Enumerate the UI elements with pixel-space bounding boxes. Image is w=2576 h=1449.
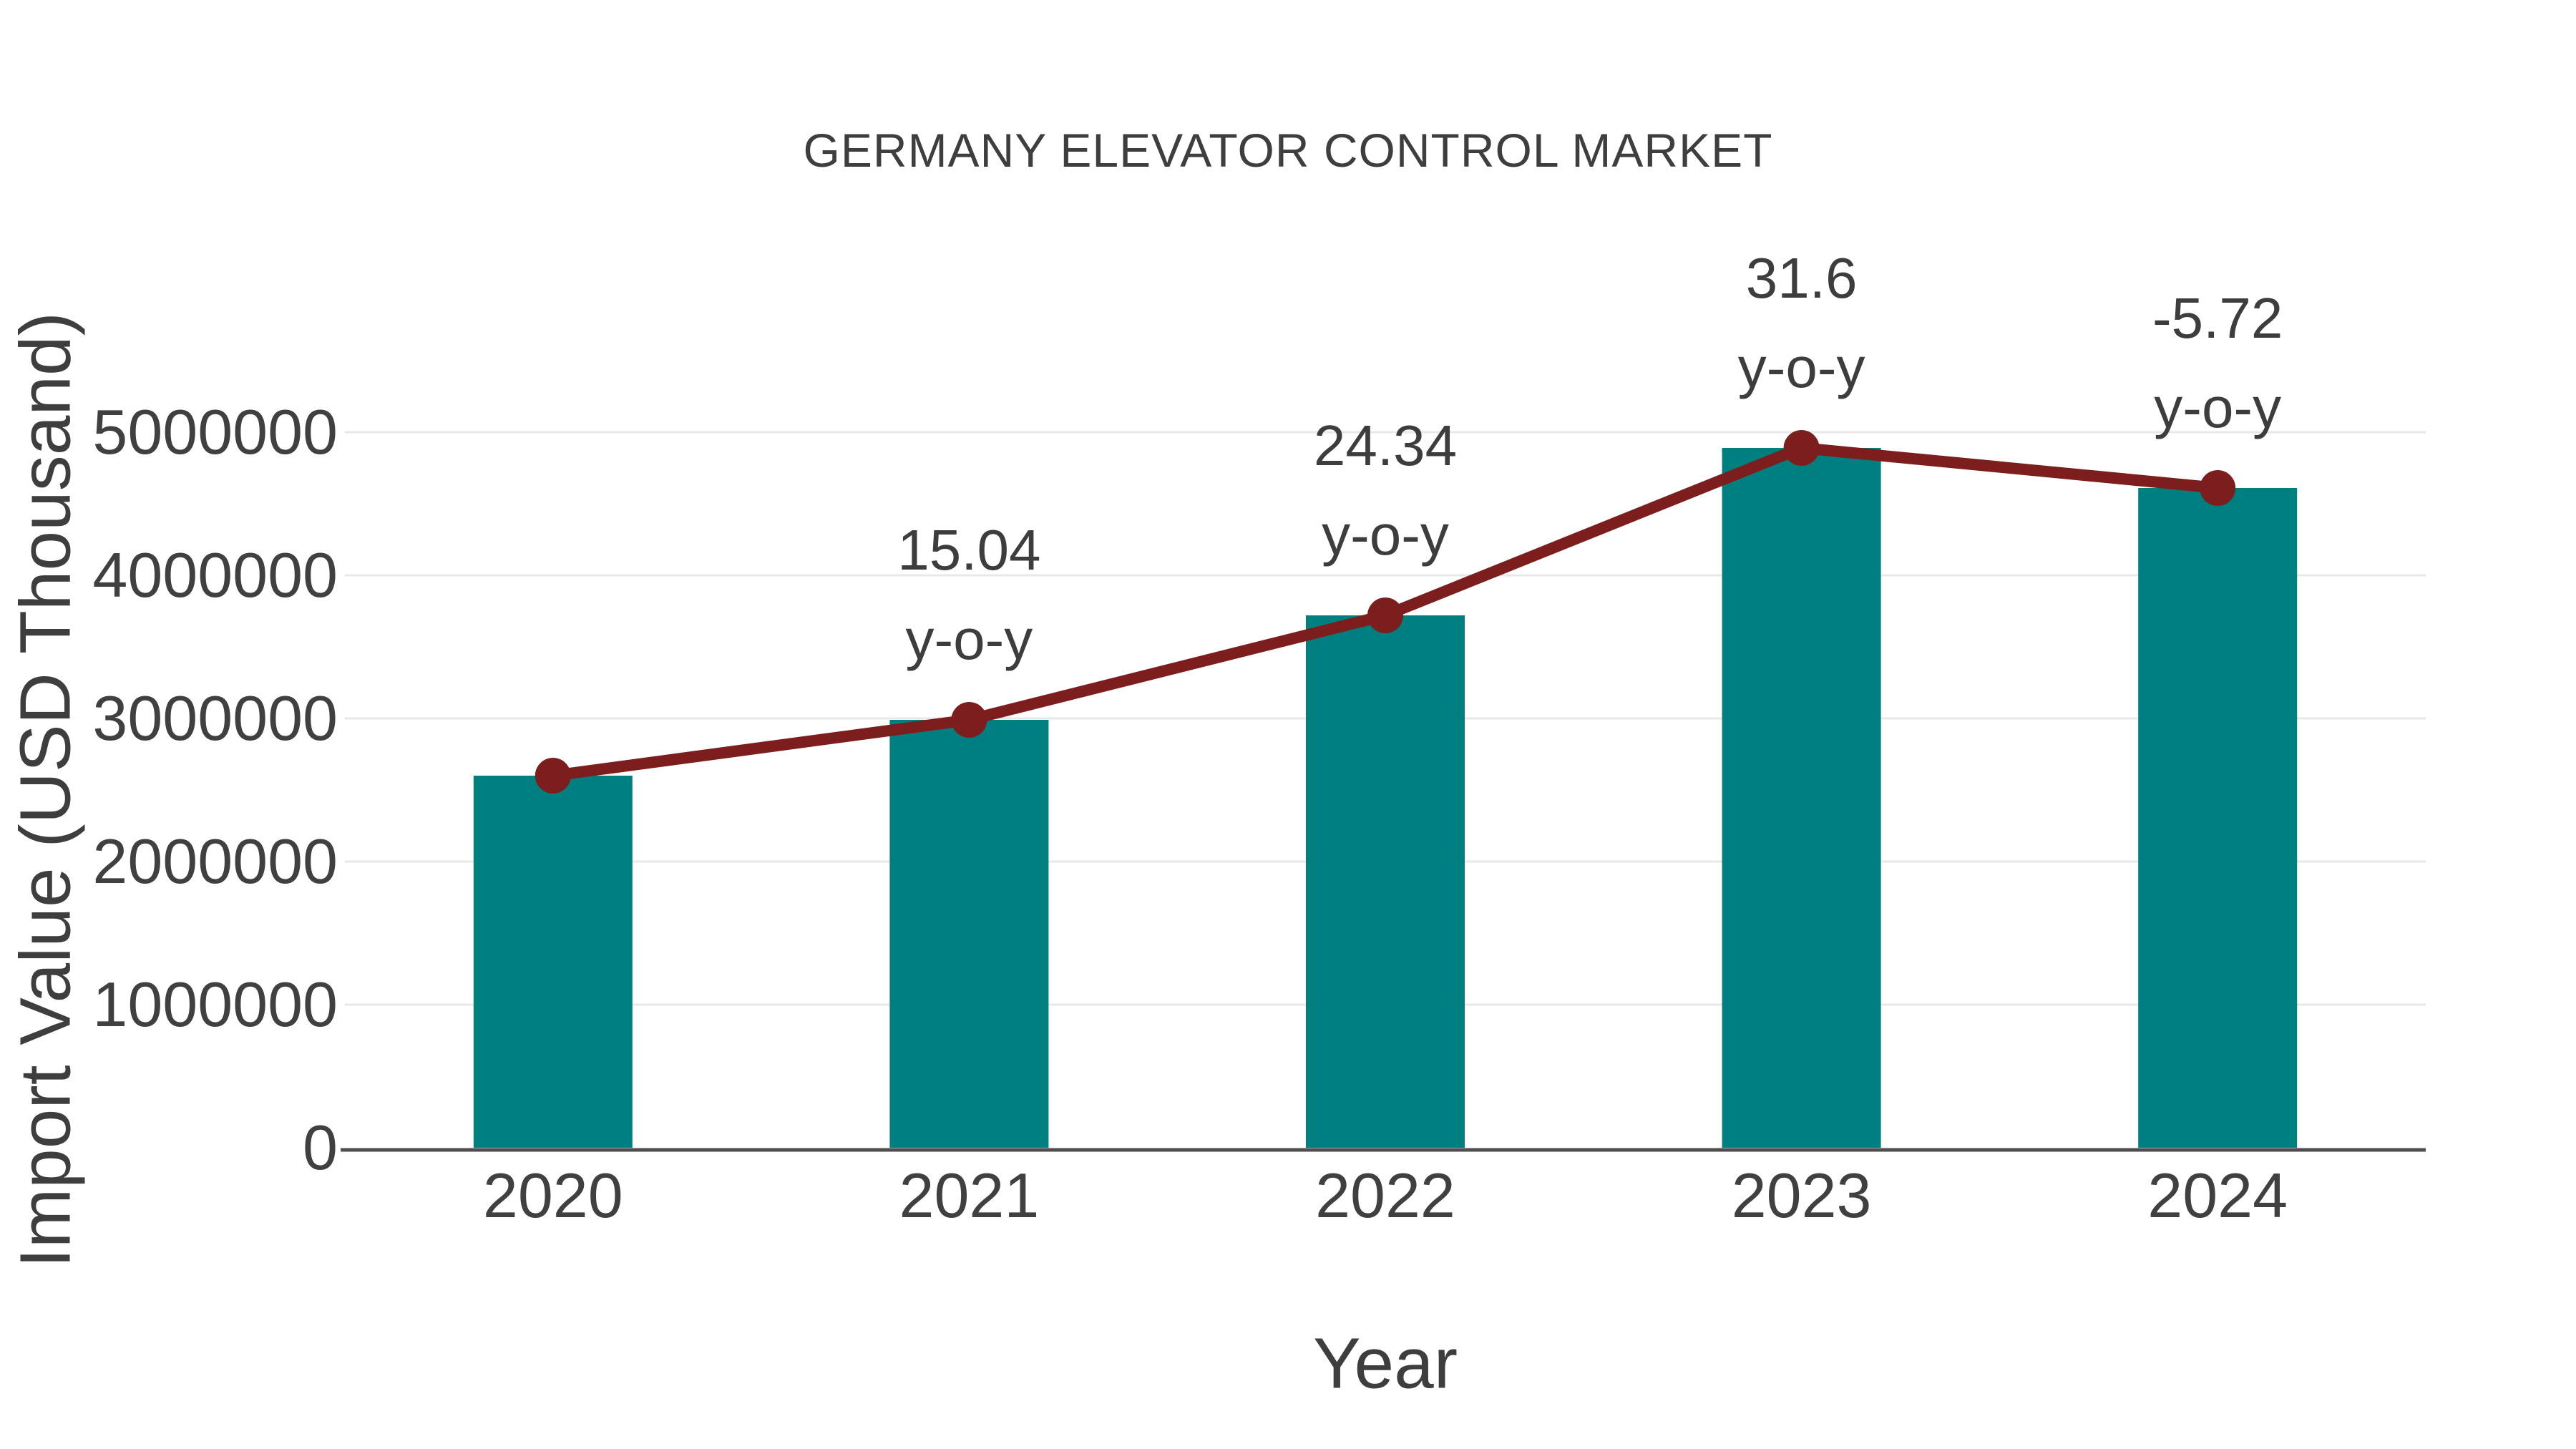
- yoy-value-2021: 15.04: [897, 518, 1041, 582]
- yoy-marker-2021: [951, 702, 987, 738]
- yoy-suffix-2022: y-o-y: [1322, 503, 1449, 567]
- yoy-marker-2022: [1367, 597, 1403, 633]
- yoy-marker-2020: [535, 758, 571, 794]
- x-axis-title: Year: [1312, 1323, 1458, 1404]
- bar-2022: [1306, 615, 1465, 1148]
- bar-2023: [1722, 448, 1881, 1148]
- x-tick-label-2020: 2020: [482, 1160, 623, 1231]
- bar-2024: [2138, 488, 2298, 1148]
- yoy-suffix-2024: y-o-y: [2154, 376, 2282, 439]
- y-tick-label-5000000: 5000000: [92, 396, 338, 467]
- yoy-value-2024: -5.72: [2152, 286, 2283, 350]
- yoy-suffix-2021: y-o-y: [905, 608, 1033, 671]
- yoy-marker-2023: [1783, 430, 1820, 466]
- yoy-value-2022: 24.34: [1313, 414, 1458, 477]
- y-tick-label-2000000: 2000000: [92, 826, 338, 897]
- yoy-annotation-2024: -5.72 y-o-y: [2003, 273, 2432, 452]
- yoy-value-2023: 31.6: [1745, 246, 1858, 310]
- y-axis-title: Import Value (USD Thousand): [5, 312, 86, 1268]
- y-tick-label-1000000: 1000000: [92, 969, 338, 1040]
- y-tick-label-3000000: 3000000: [92, 683, 338, 753]
- bar-2021: [889, 720, 1049, 1148]
- y-tick-label-4000000: 4000000: [92, 540, 338, 610]
- x-tick-label-2021: 2021: [899, 1160, 1040, 1231]
- yoy-suffix-2023: y-o-y: [1737, 336, 1865, 399]
- yoy-annotation-2023: 31.6 y-o-y: [1587, 233, 2016, 412]
- bar-2020: [473, 776, 633, 1148]
- yoy-marker-2024: [2200, 470, 2236, 506]
- x-tick-label-2023: 2023: [1731, 1160, 1872, 1231]
- x-tick-label-2022: 2022: [1315, 1160, 1455, 1231]
- y-tick-label-0: 0: [303, 1112, 338, 1183]
- x-tick-label-2024: 2024: [2147, 1160, 2288, 1231]
- chart-title: GERMANY ELEVATOR CONTROL MARKET: [803, 124, 1773, 177]
- yoy-annotation-2021: 15.04 y-o-y: [754, 505, 1184, 684]
- yoy-annotation-2022: 24.34 y-o-y: [1171, 401, 1600, 580]
